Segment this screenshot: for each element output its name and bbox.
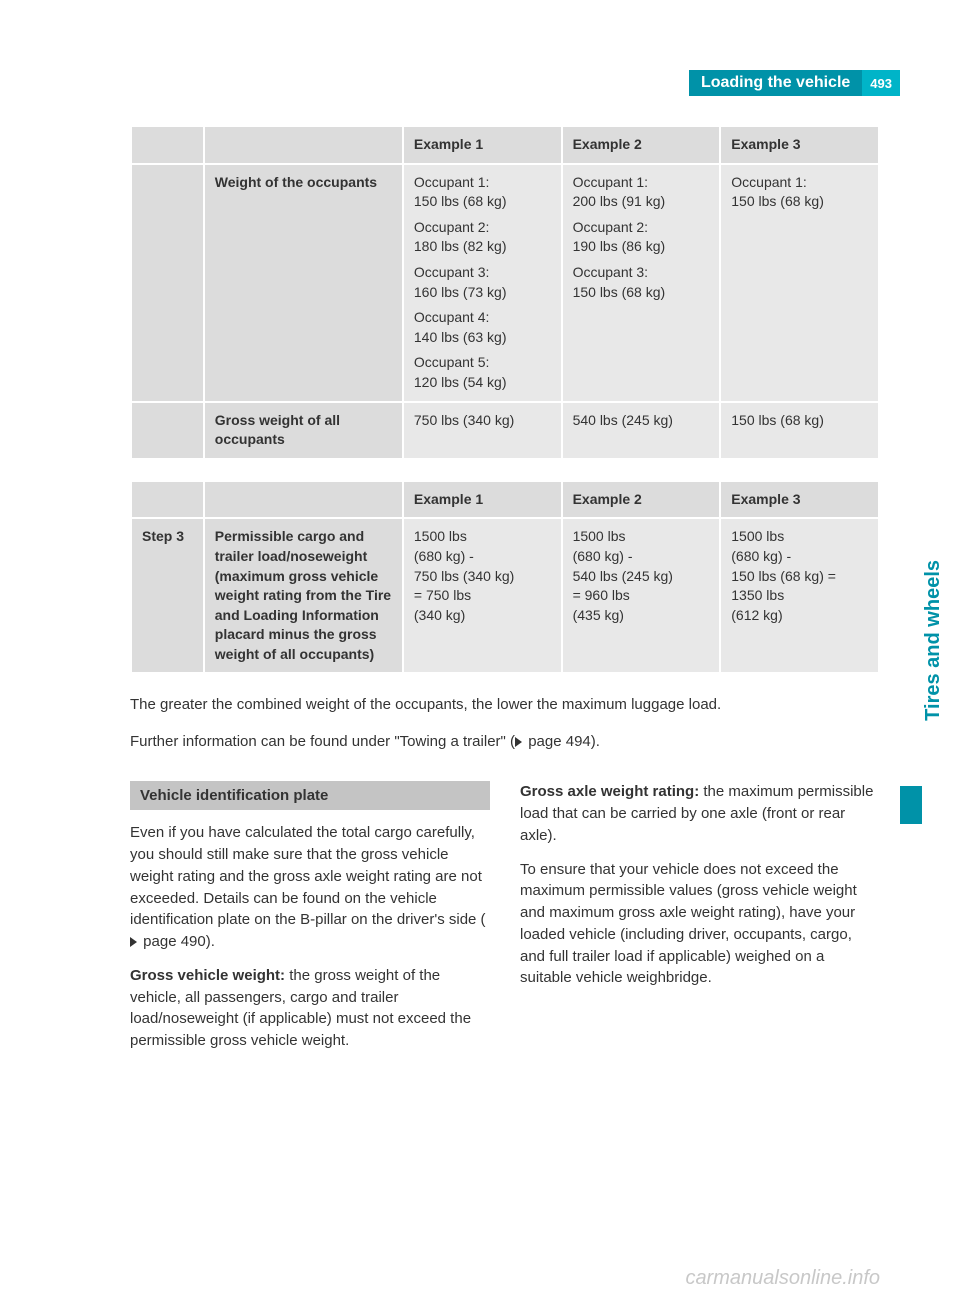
t1-r1-step (132, 403, 203, 458)
page-container: Loading the vehicle 493 Example 1 Exampl… (0, 0, 960, 1104)
occupant-entry: Occupant 2: 190 lbs (86 kg) (573, 218, 710, 257)
t1-r0-ex2: Occupant 1: 200 lbs (91 kg) Occupant 2: … (563, 165, 720, 401)
t2-h4: Example 3 (721, 482, 878, 518)
header-title: Loading the vehicle (689, 70, 862, 96)
t1-r1-ex3: 150 lbs (68 kg) (721, 403, 878, 458)
t2-r0-label: Permissible cargo and trailer load/nosew… (205, 519, 402, 672)
left-para-1-ref: page 490). (143, 933, 215, 950)
side-tab-label: Tires and wheels (922, 560, 945, 721)
occupant-entry: Occupant 4: 140 lbs (63 kg) (414, 308, 551, 347)
left-column: Vehicle identification plate Even if you… (130, 781, 490, 1064)
weight-table-1: Example 1 Example 2 Example 3 Weight of … (130, 125, 880, 460)
t2-h1 (205, 482, 402, 518)
left-para-1-pre: Even if you have calculated the total ca… (130, 824, 486, 928)
t1-h4: Example 3 (721, 127, 878, 163)
table-row: Step 3 Permissible cargo and trailer loa… (132, 519, 878, 672)
main-content: Example 1 Example 2 Example 3 Weight of … (130, 125, 880, 1064)
two-column-layout: Vehicle identification plate Even if you… (130, 781, 880, 1064)
right-para-1: Gross axle weight rating: the maximum pe… (520, 781, 880, 846)
right-para-2: To ensure that your vehicle does not exc… (520, 859, 880, 990)
t2-r0-ex1: 1500 lbs (680 kg) - 750 lbs (340 kg) = 7… (404, 519, 561, 672)
body-line-2-ref: page 494). (528, 733, 600, 750)
triangle-icon (130, 937, 137, 947)
t2-h0 (132, 482, 203, 518)
t1-r0-label: Weight of the occupants (205, 165, 402, 401)
t2-r0-ex2: 1500 lbs (680 kg) - 540 lbs (245 kg) = 9… (563, 519, 720, 672)
right-column: Gross axle weight rating: the maximum pe… (520, 781, 880, 1064)
weight-table-2: Example 1 Example 2 Example 3 Step 3 Per… (130, 480, 880, 675)
occupant-entry: Occupant 2: 180 lbs (82 kg) (414, 218, 551, 257)
body-line-1: The greater the combined weight of the o… (130, 694, 880, 717)
body-line-2-pre: Further information can be found under "… (130, 733, 515, 750)
t1-r1-ex1: 750 lbs (340 kg) (404, 403, 561, 458)
t1-h3: Example 2 (563, 127, 720, 163)
t1-h0 (132, 127, 203, 163)
gross-axle-weight-label: Gross axle weight rating: (520, 783, 699, 800)
page-number: 493 (862, 70, 900, 96)
occupant-entry: Occupant 3: 160 lbs (73 kg) (414, 263, 551, 302)
body-line-2: Further information can be found under "… (130, 731, 880, 754)
occupant-entry: Occupant 5: 120 lbs (54 kg) (414, 353, 551, 392)
table-row: Weight of the occupants Occupant 1: 150 … (132, 165, 878, 401)
t1-h2: Example 1 (404, 127, 561, 163)
occupant-entry: Occupant 1: 200 lbs (91 kg) (573, 173, 710, 212)
section-heading: Vehicle identification plate (130, 781, 490, 810)
t1-r1-ex2: 540 lbs (245 kg) (563, 403, 720, 458)
gross-vehicle-weight-label: Gross vehicle weight: (130, 967, 285, 984)
header-bar: Loading the vehicle 493 (689, 70, 900, 96)
t1-r0-ex1: Occupant 1: 150 lbs (68 kg) Occupant 2: … (404, 165, 561, 401)
watermark: carmanualsonline.info (685, 1267, 880, 1290)
t1-r0-step (132, 165, 203, 401)
t2-h2: Example 1 (404, 482, 561, 518)
occupant-entry: Occupant 1: 150 lbs (68 kg) (731, 173, 868, 212)
t2-r0-step: Step 3 (132, 519, 203, 672)
t2-r0-ex3: 1500 lbs (680 kg) - 150 lbs (68 kg) = 13… (721, 519, 878, 672)
occupant-entry: Occupant 1: 150 lbs (68 kg) (414, 173, 551, 212)
t1-r1-label: Gross weight of all occupants (205, 403, 402, 458)
t1-r0-ex3: Occupant 1: 150 lbs (68 kg) (721, 165, 878, 401)
occupant-entry: Occupant 3: 150 lbs (68 kg) (573, 263, 710, 302)
left-para-2: Gross vehicle weight: the gross weight o… (130, 965, 490, 1052)
side-tab-block (900, 786, 922, 824)
t2-h3: Example 2 (563, 482, 720, 518)
triangle-icon (515, 737, 522, 747)
table-row: Gross weight of all occupants 750 lbs (3… (132, 403, 878, 458)
left-para-1: Even if you have calculated the total ca… (130, 822, 490, 953)
t1-h1 (205, 127, 402, 163)
